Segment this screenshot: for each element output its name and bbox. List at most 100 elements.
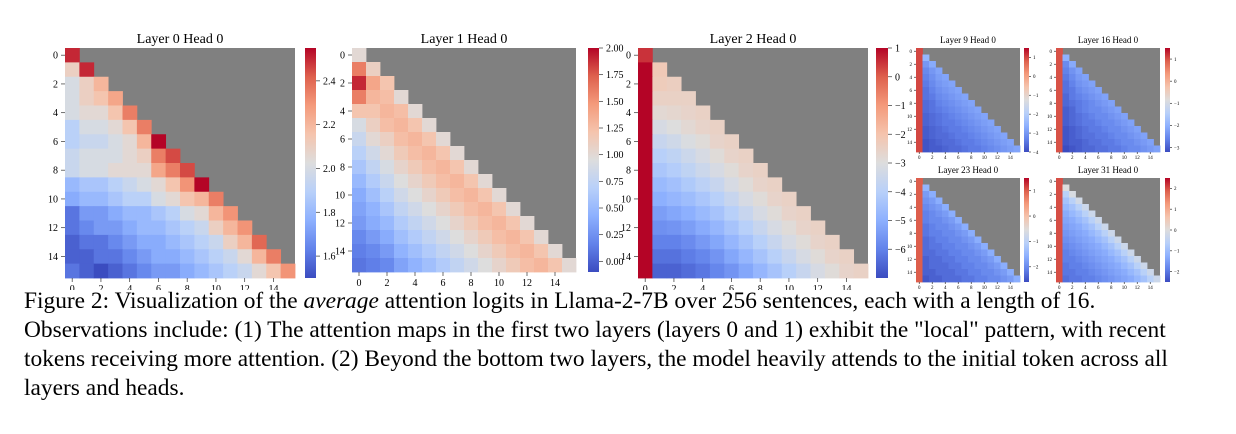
heatmap-cell bbox=[165, 263, 181, 279]
heatmap-cell bbox=[981, 243, 988, 250]
heatmap-cell bbox=[1056, 191, 1063, 198]
heatmap-cell bbox=[695, 263, 711, 279]
heatmap-cell bbox=[1082, 74, 1089, 81]
heatmap-cell bbox=[781, 234, 797, 250]
heatmap-cell bbox=[1056, 178, 1063, 185]
heatmap-cell bbox=[1114, 139, 1122, 146]
heatmap-cell bbox=[935, 217, 943, 224]
x-tick-label: 14 bbox=[1008, 286, 1014, 290]
heatmap-cell bbox=[1108, 236, 1115, 244]
heatmap-cell bbox=[994, 262, 1001, 270]
heatmap-cell bbox=[1147, 269, 1154, 276]
heatmap-cell bbox=[65, 191, 80, 207]
heatmap-cell bbox=[916, 275, 923, 283]
y-tick-label: 2 bbox=[340, 79, 345, 90]
heatmap-cell bbox=[1056, 80, 1063, 88]
heatmap-cell bbox=[916, 100, 923, 107]
heatmap-cell bbox=[781, 191, 797, 207]
heatmap-cell bbox=[681, 148, 696, 164]
heatmap-cell bbox=[1007, 269, 1014, 276]
heatmap-cell bbox=[1114, 256, 1122, 263]
heatmap-cell bbox=[366, 230, 381, 245]
panel-title: Layer 31 Head 0 bbox=[1078, 165, 1139, 175]
heatmap-cell bbox=[366, 104, 381, 119]
heatmap-cell bbox=[810, 249, 826, 265]
heatmap-cell bbox=[974, 119, 982, 127]
x-tick-label: 4 bbox=[1084, 286, 1087, 290]
heatmap-cell bbox=[948, 145, 956, 153]
heatmap-cell bbox=[767, 249, 783, 265]
x-tick-label: 6 bbox=[156, 284, 161, 290]
heatmap-cell bbox=[65, 105, 80, 121]
heatmap-cell bbox=[151, 263, 167, 279]
heatmap-cell bbox=[1056, 243, 1063, 250]
heatmap-cell bbox=[450, 202, 465, 217]
y-tick-label: 2 bbox=[910, 193, 913, 198]
heatmap-cell bbox=[366, 202, 381, 217]
heatmap-cell bbox=[1056, 262, 1063, 270]
heatmap-cell bbox=[165, 148, 181, 164]
heatmap-cell bbox=[922, 113, 930, 120]
x-tick-label: 8 bbox=[185, 284, 190, 290]
x-tick-label: 10 bbox=[494, 278, 504, 289]
x-tick-label: 2 bbox=[931, 156, 934, 161]
panel-title: Layer 1 Head 0 bbox=[421, 32, 508, 47]
heatmap-cell bbox=[108, 234, 123, 250]
heatmap-cell bbox=[709, 119, 725, 135]
heatmap-cell bbox=[1075, 204, 1083, 211]
heatmap-cell bbox=[1069, 269, 1076, 276]
heatmap-cell bbox=[824, 249, 840, 265]
heatmap-cell bbox=[1062, 54, 1070, 62]
heatmap-cell bbox=[1075, 139, 1083, 146]
x-tick-label: 8 bbox=[970, 156, 973, 161]
heatmap-cell bbox=[194, 220, 210, 236]
y-tick-label: 8 bbox=[910, 232, 913, 237]
heatmap-cell bbox=[1101, 139, 1109, 146]
heatmap-cell bbox=[1088, 126, 1096, 133]
heatmap-cell bbox=[948, 249, 956, 257]
heatmap-cell bbox=[1075, 93, 1083, 101]
heatmap-cell bbox=[464, 174, 479, 189]
heatmap-cell bbox=[1101, 256, 1109, 263]
heatmap-cell bbox=[1088, 132, 1096, 140]
heatmap-cell bbox=[1069, 262, 1076, 270]
heatmap-cell bbox=[1121, 275, 1128, 283]
heatmap-cell bbox=[1007, 275, 1014, 283]
heatmap-cell bbox=[380, 188, 395, 203]
heatmap-cell bbox=[810, 234, 826, 250]
heatmap-cell bbox=[1082, 249, 1089, 257]
heatmap-cell bbox=[1069, 93, 1076, 101]
heatmap-cell bbox=[948, 243, 956, 250]
heatmap-cell bbox=[136, 148, 152, 164]
heatmap-cell bbox=[436, 188, 451, 203]
heatmap-cell bbox=[223, 234, 238, 250]
heatmap-cell bbox=[916, 61, 923, 68]
colorbar-tick-label: −2 bbox=[895, 130, 906, 141]
heatmap-cell bbox=[767, 206, 783, 221]
heatmap-cell bbox=[122, 220, 138, 236]
heatmap-cell bbox=[352, 76, 367, 91]
heatmap-cell bbox=[136, 163, 152, 178]
heatmap-cell bbox=[922, 100, 930, 107]
heatmap-cell bbox=[65, 234, 80, 250]
heatmap-cell bbox=[709, 234, 725, 250]
heatmap-cell bbox=[942, 74, 949, 81]
heatmap-cell bbox=[767, 177, 783, 193]
colorbar-tick-label: 0 bbox=[895, 72, 900, 83]
heatmap-cell bbox=[1056, 275, 1063, 283]
heatmap-cell bbox=[1108, 275, 1115, 283]
colorbar-tick-label: −2 bbox=[1033, 113, 1039, 118]
y-tick-label: 8 bbox=[340, 163, 345, 174]
heatmap-cell bbox=[548, 258, 563, 273]
heatmap-cell bbox=[942, 249, 949, 257]
heatmap-cell bbox=[464, 244, 479, 259]
heatmap-cell bbox=[974, 256, 982, 263]
heatmap-cell bbox=[974, 262, 982, 270]
heatmap-cell bbox=[652, 177, 668, 193]
heatmap-cell bbox=[65, 48, 80, 63]
heatmap-cell bbox=[638, 249, 653, 265]
heatmap-cell bbox=[968, 139, 975, 146]
y-tick-label: 10 bbox=[1047, 115, 1053, 120]
y-tick-label: 8 bbox=[1050, 232, 1053, 237]
heatmap-cell bbox=[1108, 243, 1115, 250]
